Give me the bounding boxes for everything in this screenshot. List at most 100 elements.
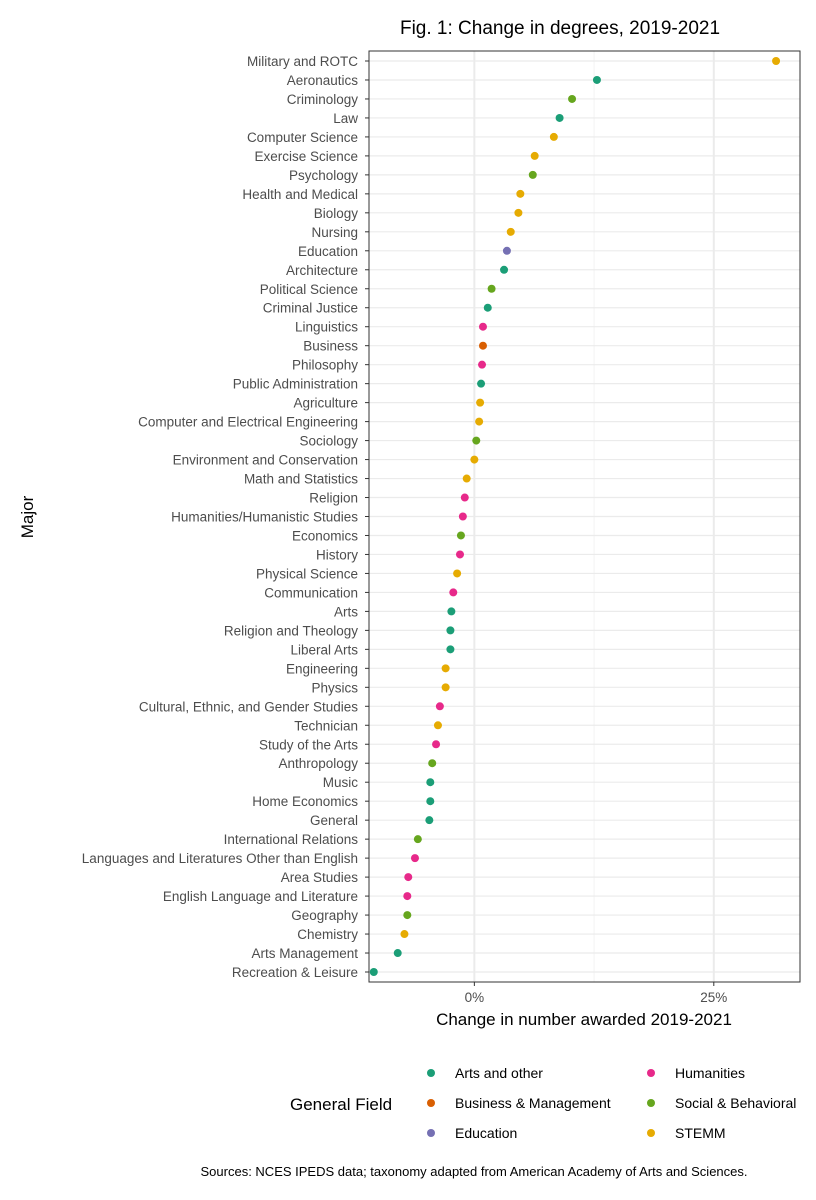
chart-title: Fig. 1: Change in degrees, 2019-2021	[400, 18, 720, 39]
legend-swatch	[427, 1069, 435, 1077]
data-point	[428, 759, 437, 768]
data-point	[475, 417, 484, 426]
y-tick-label: Recreation & Leisure	[232, 965, 358, 980]
data-point	[487, 284, 496, 293]
y-tick-label: Philosophy	[292, 358, 358, 373]
y-axis-title: Major	[18, 495, 37, 538]
data-point	[478, 322, 487, 331]
y-tick-label: Architecture	[286, 263, 358, 278]
data-point	[476, 398, 485, 407]
y-tick-label: Sociology	[299, 434, 358, 449]
y-tick-label: Anthropology	[278, 756, 358, 771]
data-point	[458, 512, 467, 521]
y-tick-label: Economics	[292, 528, 358, 543]
x-tick-label: 25%	[700, 990, 727, 1005]
data-point	[592, 75, 601, 84]
legend-label: Business & Management	[455, 1095, 611, 1111]
legend-swatch	[427, 1099, 435, 1107]
y-tick-label: Technician	[294, 718, 358, 733]
y-tick-label: Area Studies	[281, 870, 359, 885]
legend-label: STEMM	[675, 1125, 726, 1141]
data-point	[516, 189, 525, 198]
legend-label: Social & Behavioral	[675, 1095, 796, 1111]
y-tick-label: Religion and Theology	[224, 623, 358, 638]
data-point	[393, 949, 402, 958]
legend-label: Arts and other	[455, 1065, 543, 1081]
y-tick-label: Business	[303, 339, 358, 354]
data-point	[449, 588, 458, 597]
y-tick-label: Home Economics	[252, 794, 358, 809]
y-tick-label: Aeronautics	[287, 73, 359, 88]
data-point	[435, 702, 444, 711]
y-tick-label: Criminal Justice	[263, 301, 358, 316]
data-point	[478, 341, 487, 350]
data-point	[426, 778, 435, 787]
legend-swatch	[647, 1069, 655, 1077]
legend-label: Education	[455, 1125, 517, 1141]
y-tick-label: Computer and Electrical Engineering	[138, 415, 358, 430]
data-point	[470, 455, 479, 464]
x-axis: 0% 25%	[465, 982, 727, 1005]
data-point	[772, 57, 781, 65]
legend-label: Humanities	[675, 1065, 745, 1081]
data-point	[502, 246, 511, 255]
data-point	[462, 474, 471, 483]
data-point	[460, 493, 469, 502]
data-point	[472, 436, 481, 445]
y-tick-label: Physical Science	[256, 566, 358, 581]
data-point	[568, 94, 577, 103]
data-point	[549, 132, 558, 141]
y-tick-label: Criminology	[287, 92, 359, 107]
y-tick-label: Math and Statistics	[244, 472, 358, 487]
y-tick-label: Music	[323, 775, 359, 790]
data-point	[514, 208, 523, 217]
y-tick-label: Health and Medical	[242, 187, 358, 202]
x-axis-title: Change in number awarded 2019-2021	[436, 1010, 732, 1029]
y-tick-label: Cultural, Ethnic, and Gender Studies	[139, 699, 358, 714]
data-point	[483, 303, 492, 312]
data-point	[447, 607, 456, 616]
data-point	[403, 892, 412, 901]
y-tick-label: Environment and Conservation	[173, 453, 358, 468]
y-tick-label: Languages and Literatures Other than Eng…	[82, 851, 358, 866]
data-point	[426, 797, 435, 806]
y-tick-label: Computer Science	[247, 130, 358, 145]
y-tick-label: History	[316, 547, 358, 562]
y-tick-label: Liberal Arts	[290, 642, 358, 657]
y-tick-label: International Relations	[224, 832, 359, 847]
data-point	[446, 626, 455, 635]
plot-panel	[368, 50, 801, 983]
y-tick-label: Humanities/Humanistic Studies	[171, 510, 358, 525]
y-tick-label: Communication	[264, 585, 358, 600]
data-point	[506, 227, 515, 236]
y-tick-label: English Language and Literature	[163, 889, 358, 904]
data-point	[530, 151, 539, 160]
data-point	[425, 816, 434, 825]
y-tick-label: Arts Management	[251, 946, 358, 961]
data-point	[400, 930, 409, 939]
data-point	[432, 740, 441, 749]
y-tick-label: Biology	[314, 206, 359, 221]
data-point	[555, 113, 564, 122]
y-tick-label: Education	[298, 244, 358, 259]
data-point	[369, 968, 378, 976]
y-tick-label: Exercise Science	[254, 149, 358, 164]
y-tick-label: Psychology	[289, 168, 358, 183]
data-point	[456, 531, 465, 540]
legend: General Field Arts and other Business & M…	[290, 1065, 796, 1141]
y-tick-label: General	[310, 813, 358, 828]
y-tick-label: Agriculture	[293, 396, 358, 411]
data-point	[413, 835, 422, 844]
data-point	[403, 911, 412, 920]
data-point	[441, 664, 450, 673]
y-tick-label: Military and ROTC	[247, 54, 358, 69]
data-point	[404, 873, 413, 882]
y-tick-label: Study of the Arts	[259, 737, 358, 752]
y-tick-label: Arts	[334, 604, 358, 619]
source-caption: Sources: NCES IPEDS data; taxonomy adapt…	[201, 1164, 748, 1179]
legend-swatch	[647, 1129, 655, 1137]
y-tick-label: Political Science	[260, 282, 358, 297]
data-point	[528, 170, 537, 179]
y-tick-label: Geography	[291, 908, 358, 923]
data-point	[478, 360, 487, 369]
